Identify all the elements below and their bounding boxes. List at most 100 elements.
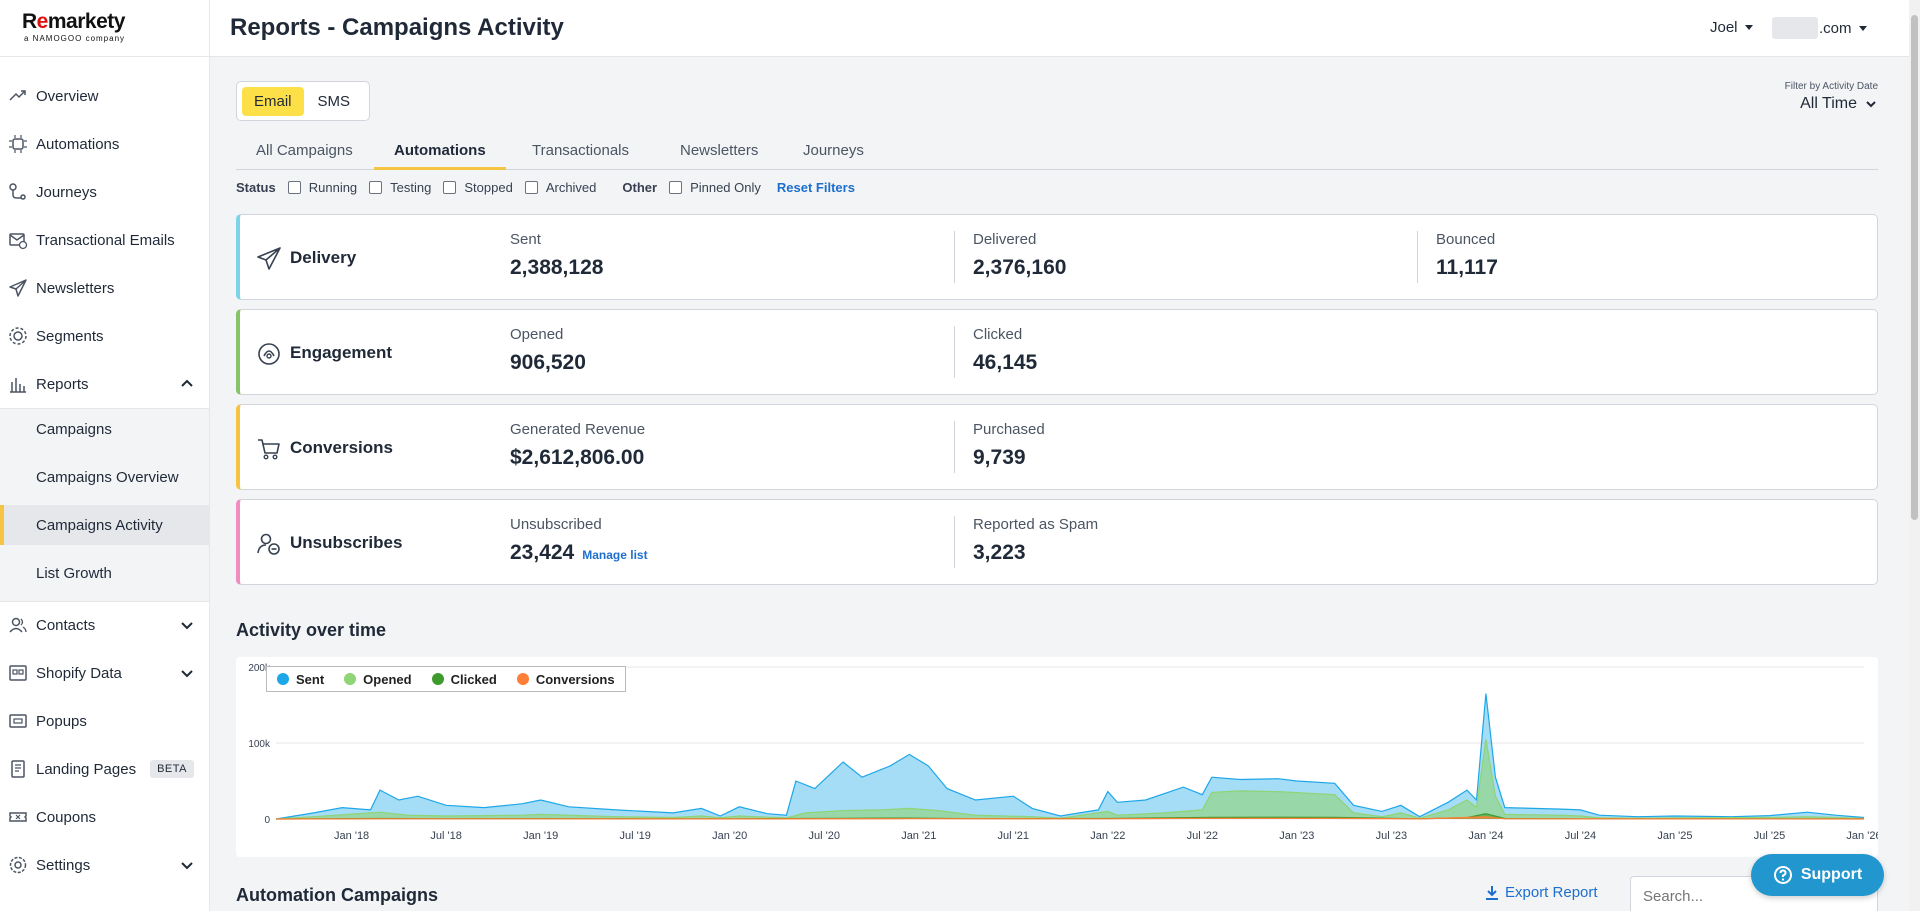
sidebar-item-overview[interactable]: Overview bbox=[0, 76, 209, 116]
x-tick-label: Jul '23 bbox=[1376, 830, 1407, 842]
chevron-down-icon[interactable] bbox=[179, 665, 195, 681]
checkbox[interactable] bbox=[287, 180, 301, 194]
chevron-down-icon bbox=[1866, 101, 1876, 108]
legend-item-sent[interactable]: Sent bbox=[277, 672, 324, 687]
reset-filters-link[interactable]: Reset Filters bbox=[776, 179, 855, 195]
sidebar-item-label: Overview bbox=[36, 87, 99, 105]
automation-campaigns-title: Automation Campaigns bbox=[236, 885, 439, 905]
x-tick-label: Jul '25 bbox=[1754, 830, 1785, 842]
submenu-item-campaigns-overview[interactable]: Campaigns Overview bbox=[36, 468, 179, 486]
filter-date-value[interactable]: All Time bbox=[1700, 95, 1878, 113]
filter-testing[interactable]: Testing bbox=[369, 180, 431, 195]
logo[interactable]: Remarkety a NAMOGOO company bbox=[0, 0, 209, 57]
sidebar-item-shopify-data[interactable]: Shopify Data bbox=[0, 653, 209, 693]
legend-item-clicked[interactable]: Clicked bbox=[431, 672, 497, 687]
filter-label: Pinned Only bbox=[690, 179, 761, 195]
metric-label: Bounced bbox=[1436, 231, 1496, 248]
engagement-card: Engagement Opened 906,520 Clicked 46,145 bbox=[236, 309, 1878, 395]
x-tick-label: Jul '19 bbox=[619, 830, 650, 842]
metric-value: 2,388,128 bbox=[510, 256, 604, 279]
chevron-up-icon[interactable] bbox=[179, 376, 195, 392]
sidebar-item-transactional-emails[interactable]: Transactional Emails bbox=[0, 220, 209, 260]
metric-value: 2,376,160 bbox=[973, 256, 1067, 279]
checkbox[interactable] bbox=[524, 180, 538, 194]
page-title: Reports - Campaigns Activity bbox=[230, 14, 564, 41]
activity-date-filter[interactable]: Filter by Activity Date All Time bbox=[1700, 81, 1878, 113]
checkbox[interactable] bbox=[369, 180, 383, 194]
support-button[interactable]: Support bbox=[1751, 854, 1884, 896]
x-tick-label: Jul '21 bbox=[998, 830, 1029, 842]
export-report-label: Export Report bbox=[1505, 884, 1598, 901]
filter-pinned-only[interactable]: Pinned Only bbox=[669, 180, 761, 195]
filter-stopped[interactable]: Stopped bbox=[443, 180, 513, 195]
chevron-down-icon[interactable] bbox=[179, 617, 195, 633]
filter-running[interactable]: Running bbox=[287, 180, 357, 195]
tab-automations[interactable]: Automations bbox=[374, 136, 506, 170]
submenu-item-campaigns-activity[interactable]: Campaigns Activity bbox=[0, 505, 209, 545]
legend-dot bbox=[344, 673, 357, 685]
sidebar-item-popups[interactable]: Popups bbox=[0, 701, 209, 741]
sidebar-item-label: Reports bbox=[36, 375, 89, 393]
sms-toggle-option[interactable]: SMS bbox=[317, 92, 351, 110]
reports-icon bbox=[8, 374, 28, 394]
legend-dot bbox=[516, 673, 529, 685]
manage-list-link[interactable]: Manage list bbox=[582, 548, 648, 562]
legend-item-opened[interactable]: Opened bbox=[344, 672, 412, 687]
legend-dot bbox=[431, 673, 444, 685]
card-title: Unsubscribes bbox=[290, 533, 403, 552]
tab-journeys[interactable]: Journeys bbox=[803, 142, 864, 159]
sidebar-item-journeys[interactable]: Journeys bbox=[0, 172, 209, 212]
page-scrollbar[interactable] bbox=[1909, 0, 1920, 911]
sidebar: Remarkety a NAMOGOO company Overview Aut… bbox=[0, 0, 210, 911]
tab-transactionals[interactable]: Transactionals bbox=[532, 142, 629, 159]
checkbox[interactable] bbox=[669, 180, 683, 194]
chevron-down-icon[interactable] bbox=[179, 857, 195, 873]
metric-value: 9,739 bbox=[973, 446, 1026, 469]
x-tick-label: Jul '20 bbox=[809, 830, 840, 842]
gear-icon bbox=[8, 855, 28, 875]
sidebar-item-coupons[interactable]: Coupons bbox=[0, 797, 209, 837]
export-report-button[interactable]: Export Report bbox=[1484, 884, 1598, 901]
beta-badge: BETA bbox=[150, 760, 195, 778]
unsubscribes-card: Unsubscribes Unsubscribed 23,424 Manage li… bbox=[236, 499, 1878, 585]
account-domain-menu[interactable]: .com bbox=[1772, 17, 1867, 39]
contacts-icon bbox=[8, 615, 28, 635]
metric-delivered: Delivered 2,376,160 bbox=[973, 231, 1066, 280]
status-filter-label: Status bbox=[236, 179, 276, 195]
checkbox[interactable] bbox=[443, 180, 457, 194]
sidebar-item-landing-pages[interactable]: Landing Pages BETA bbox=[0, 749, 209, 789]
submenu-item-list-growth[interactable]: List Growth bbox=[36, 564, 112, 582]
metric-label: Reported as Spam bbox=[973, 516, 1099, 533]
tab-newsletters[interactable]: Newsletters bbox=[680, 142, 759, 159]
y-tick-label: 0 bbox=[264, 815, 270, 826]
conversions-card: Conversions Generated Revenue $2,612,806.… bbox=[236, 404, 1878, 490]
other-filter-label: Other bbox=[622, 179, 658, 195]
sidebar-item-reports[interactable]: Reports bbox=[0, 364, 209, 404]
chart-legend: Sent Opened Clicked Conversions bbox=[266, 666, 626, 692]
user-menu[interactable]: Joel bbox=[1710, 19, 1753, 36]
card-title: Conversions bbox=[290, 438, 393, 457]
x-tick-label: Jul '22 bbox=[1187, 830, 1218, 842]
sidebar-item-settings[interactable]: Settings bbox=[0, 845, 209, 885]
x-tick-label: Jul '24 bbox=[1565, 830, 1596, 842]
submenu-item-campaigns[interactable]: Campaigns bbox=[36, 420, 112, 438]
paper-plane-icon bbox=[8, 278, 28, 298]
download-icon bbox=[1486, 885, 1498, 900]
sidebar-item-contacts[interactable]: Contacts bbox=[0, 605, 209, 645]
legend-item-conversions[interactable]: Conversions bbox=[516, 672, 615, 687]
metric-value-row: 23,424 Manage list bbox=[510, 541, 648, 565]
sidebar-item-label: Segments bbox=[36, 327, 104, 345]
series-area-conversions bbox=[276, 816, 1864, 819]
filter-archived[interactable]: Archived bbox=[524, 180, 596, 195]
divider bbox=[954, 231, 955, 283]
email-toggle-option[interactable]: Email bbox=[242, 86, 304, 116]
filter-date-value-text: All Time bbox=[1800, 95, 1857, 112]
sidebar-item-segments[interactable]: Segments bbox=[0, 316, 209, 356]
paper-plane-icon bbox=[257, 247, 281, 270]
help-icon bbox=[1773, 866, 1792, 884]
tab-all-campaigns[interactable]: All Campaigns bbox=[256, 142, 353, 159]
sidebar-item-automations[interactable]: Automations bbox=[0, 124, 209, 164]
coupon-icon bbox=[8, 807, 28, 827]
scrollbar-thumb[interactable] bbox=[1911, 15, 1918, 520]
sidebar-item-newsletters[interactable]: Newsletters bbox=[0, 268, 209, 308]
